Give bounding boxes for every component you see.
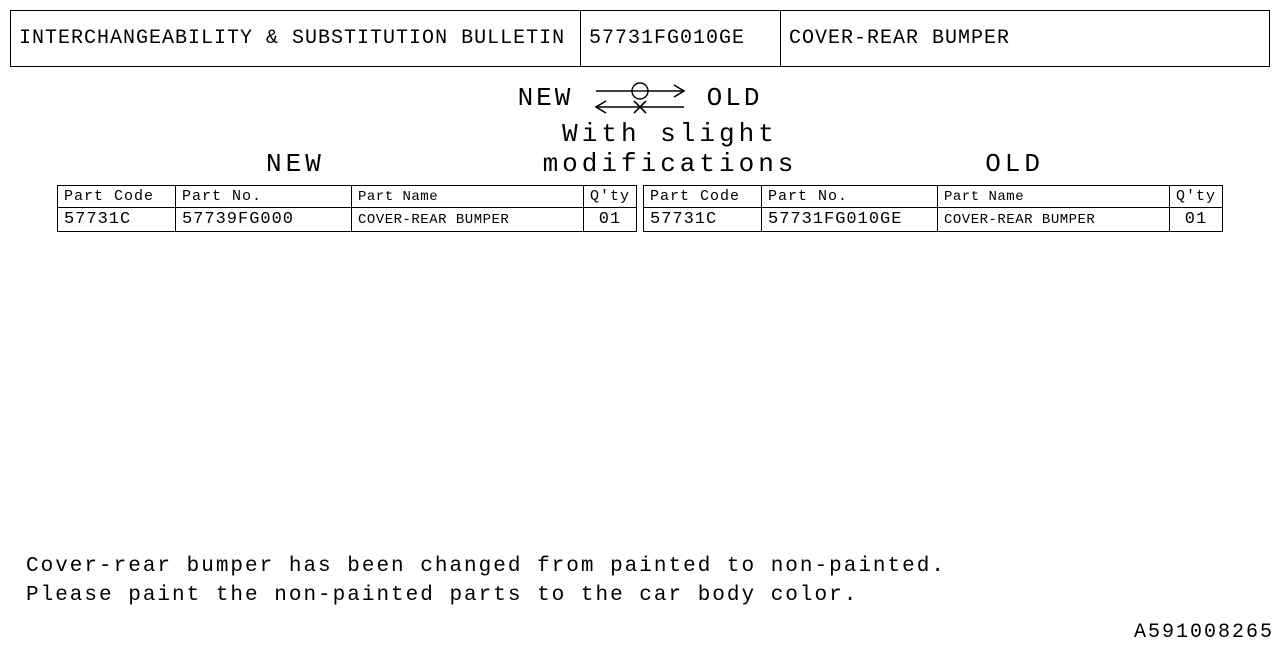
col-part-no: Part No. <box>762 186 938 208</box>
table-row: 57731C 57731FG010GE COVER-REAR BUMPER 01 <box>644 208 1223 232</box>
note-line-2: Please paint the non-painted parts to th… <box>26 582 946 610</box>
interchange-diagram: NEW OLD <box>0 81 1280 115</box>
new-parts-table: Part Code Part No. Part Name Q'ty 57731C… <box>57 185 637 232</box>
col-qty: Q'ty <box>1170 186 1223 208</box>
note-line-1: Cover-rear bumper has been changed from … <box>26 553 946 581</box>
notes: Cover-rear bumper has been changed from … <box>26 553 946 610</box>
old-part-code: 57731C <box>644 208 762 232</box>
col-part-no: Part No. <box>175 186 351 208</box>
col-part-code: Part Code <box>57 186 175 208</box>
old-part-no: 57731FG010GE <box>762 208 938 232</box>
table-row: 57731C 57739FG000 COVER-REAR BUMPER 01 <box>57 208 636 232</box>
bulletin-part-no: 57731FG010GE <box>581 11 781 67</box>
bulletin-title: INTERCHANGEABILITY & SUBSTITUTION BULLET… <box>11 11 581 67</box>
subtitle-new: NEW <box>175 149 415 179</box>
subtitle-row: NEW With slight modifications OLD <box>0 119 1280 179</box>
col-part-name: Part Name <box>938 186 1170 208</box>
parts-tables: Part Code Part No. Part Name Q'ty 57731C… <box>40 185 1240 232</box>
document-number: A591008265 <box>1134 621 1274 644</box>
old-part-name: COVER-REAR BUMPER <box>938 208 1170 232</box>
col-qty: Q'ty <box>583 186 636 208</box>
bulletin-part-name: COVER-REAR BUMPER <box>781 11 1270 67</box>
interchange-new-label: NEW <box>518 83 574 113</box>
subtitle-old: OLD <box>925 149 1105 179</box>
table-header-row: Part Code Part No. Part Name Q'ty <box>644 186 1223 208</box>
old-part-qty: 01 <box>1170 208 1223 232</box>
subtitle-mid: With slight modifications <box>435 119 905 179</box>
header-table: INTERCHANGEABILITY & SUBSTITUTION BULLET… <box>10 10 1270 67</box>
new-part-code: 57731C <box>57 208 175 232</box>
col-part-name: Part Name <box>351 186 583 208</box>
new-part-name: COVER-REAR BUMPER <box>351 208 583 232</box>
table-header-row: Part Code Part No. Part Name Q'ty <box>57 186 636 208</box>
old-parts-table: Part Code Part No. Part Name Q'ty 57731C… <box>643 185 1223 232</box>
new-part-qty: 01 <box>583 208 636 232</box>
col-part-code: Part Code <box>644 186 762 208</box>
interchange-arrows-icon <box>592 81 688 115</box>
new-part-no: 57739FG000 <box>175 208 351 232</box>
interchange-old-label: OLD <box>707 83 763 113</box>
